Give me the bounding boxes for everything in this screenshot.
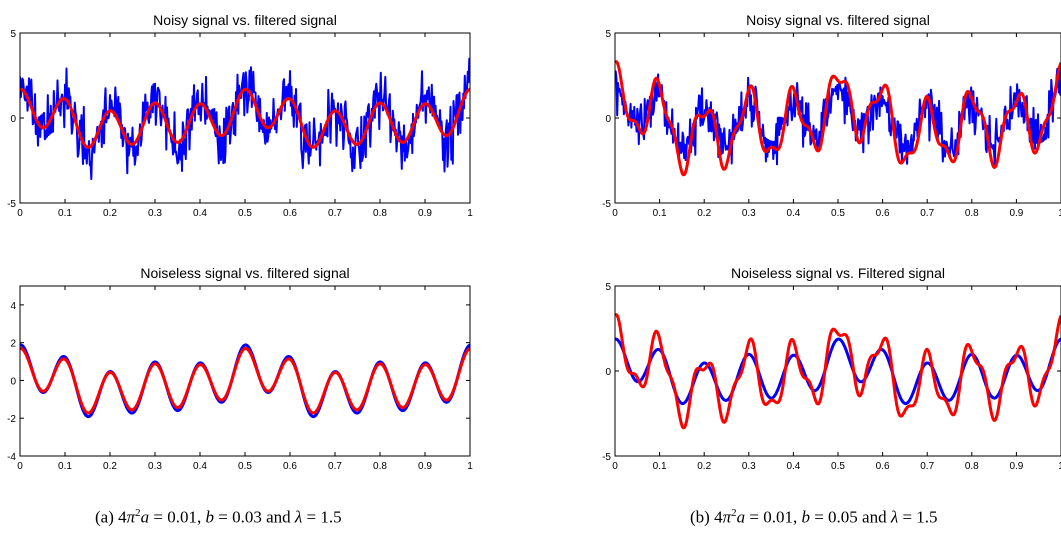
x-tick-label: 1 (467, 208, 473, 219)
caption-a-b-value: = 0.03 (218, 507, 262, 527)
series-filtered-line (615, 313, 1061, 430)
y-tick-label: 0 (10, 376, 16, 387)
x-tick-label: 0.1 (58, 208, 72, 219)
series-filtered-line (20, 87, 470, 149)
x-tick-label: 0.8 (965, 461, 979, 472)
x-tick-label: 0.7 (328, 461, 342, 472)
x-tick-label: 0.8 (373, 461, 387, 472)
x-tick-label: 0.6 (283, 461, 297, 472)
y-tick-label: -5 (602, 452, 611, 463)
y-tick-label: 0 (605, 367, 611, 378)
y-tick-label: -5 (7, 199, 16, 210)
caption-b-a-value: = 0.01, (749, 507, 798, 527)
y-tick-label: 5 (605, 29, 611, 40)
x-tick-label: 0.1 (653, 461, 667, 472)
plot-area (20, 33, 470, 203)
x-tick-label: 0.9 (1009, 461, 1023, 472)
y-tick-label: 5 (10, 29, 16, 40)
x-tick-label: 0.8 (965, 208, 979, 219)
x-tick-label: 0.3 (742, 461, 756, 472)
caption-b-b-value: = 0.05 (814, 507, 858, 527)
x-tick-label: 0.5 (831, 461, 845, 472)
x-tick-label: 0.4 (193, 461, 207, 472)
chart-a-bottom: 0 0.1 0.2 0.3 0.4 0.5 0.6 0.7 0.8 0.9 1 -4 -2 0 2 4 Nois… (7, 265, 473, 472)
x-tick-label: 0.6 (876, 461, 890, 472)
x-tick-label: 0.9 (418, 208, 432, 219)
x-tick-label: 0.3 (148, 461, 162, 472)
x-tick-label: 0.1 (653, 208, 667, 219)
y-tick-label: 2 (10, 339, 16, 350)
y-tick-label: -4 (7, 452, 16, 463)
x-tick-label: 0.4 (193, 208, 207, 219)
x-tick-label: 0.2 (697, 461, 711, 472)
x-tick-label: 0.5 (238, 208, 252, 219)
series-filtered-line (615, 60, 1061, 177)
x-tick-label: 0 (17, 461, 23, 472)
chart-title: Noiseless signal vs. filtered signal (140, 265, 349, 281)
x-tick-label: 0.5 (831, 208, 845, 219)
y-tick-label: 0 (10, 114, 16, 125)
x-tick-label: 0.3 (742, 208, 756, 219)
x-tick-label: 0.7 (328, 208, 342, 219)
y-tick-label: -2 (7, 414, 16, 425)
x-tick-label: 0.6 (283, 208, 297, 219)
x-tick-label: 1 (1058, 461, 1061, 472)
x-tick-label: 0.7 (920, 208, 934, 219)
caption-b-label: (b) (690, 507, 710, 527)
x-tick-label: 0 (612, 208, 618, 219)
plot-area (615, 286, 1061, 456)
x-tick-label: 0 (17, 208, 23, 219)
caption-a: (a) 4π2a = 0.01, b = 0.03 and λ = 1.5 (95, 507, 342, 527)
x-tick-label: 0.4 (786, 208, 800, 219)
x-tick-label: 0 (612, 461, 618, 472)
x-tick-label: 1 (1058, 208, 1061, 219)
x-tick-label: 0.9 (1009, 208, 1023, 219)
plot-area (615, 33, 1061, 203)
caption-a-lambda-value: = 1.5 (306, 507, 342, 527)
caption-b-lambda-value: = 1.5 (902, 507, 938, 527)
chart-b-bottom: 00.10.20.30.40.50.60.70.80.91-505Noisele… (602, 265, 1061, 472)
caption-a-a-value: = 0.01, (153, 507, 202, 527)
x-tick-label: 0.2 (103, 208, 117, 219)
caption-a-label: (a) (95, 507, 114, 527)
x-tick-label: 0.2 (697, 208, 711, 219)
x-tick-label: 0.1 (58, 461, 72, 472)
x-tick-label: 0.5 (238, 461, 252, 472)
x-tick-label: 0.7 (920, 461, 934, 472)
x-tick-label: 0.8 (373, 208, 387, 219)
y-tick-label: 0 (605, 114, 611, 125)
x-tick-label: 0.9 (418, 461, 432, 472)
caption-b: (b) 4π2a = 0.01, b = 0.05 and λ = 1.5 (690, 507, 938, 527)
x-tick-label: 0.2 (103, 461, 117, 472)
chart-title: Noisy signal vs. filtered signal (153, 12, 337, 28)
x-tick-label: 0.6 (876, 208, 890, 219)
x-tick-label: 1 (467, 461, 473, 472)
y-tick-label: 4 (10, 301, 16, 312)
y-tick-label: -5 (602, 199, 611, 210)
x-tick-label: 0.4 (786, 461, 800, 472)
chart-title: Noisy signal vs. filtered signal (746, 12, 930, 28)
plot-area (20, 286, 470, 456)
series-filtered-line (20, 347, 470, 415)
x-tick-label: 0.3 (148, 208, 162, 219)
y-tick-label: 5 (605, 282, 611, 293)
chart-title: Noiseless signal vs. Filtered signal (731, 265, 945, 281)
